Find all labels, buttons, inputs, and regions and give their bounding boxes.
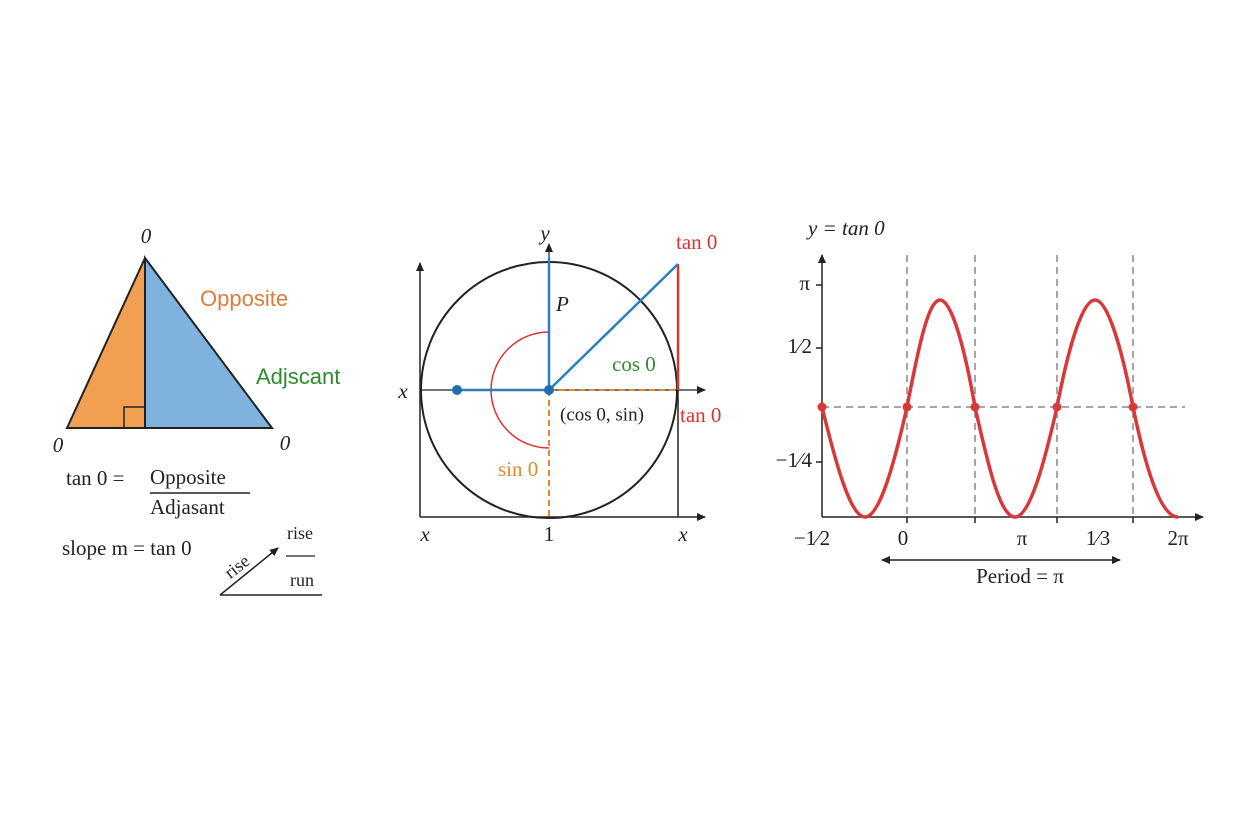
cos-label: cos 0 — [612, 352, 656, 376]
rise-label: rise — [220, 551, 253, 583]
axis-label: 1 — [544, 522, 555, 546]
axis-label: x — [419, 522, 430, 546]
period-label: Period = π — [976, 564, 1064, 588]
vertex-label: 0 — [280, 431, 291, 455]
slope-arrow — [219, 547, 279, 596]
formula-lhs: tan 0 = — [66, 466, 125, 490]
fraction-top: rise — [287, 523, 313, 543]
slope-formula: slope m = tan 0 — [62, 536, 192, 560]
point — [452, 385, 462, 395]
asymptotes — [822, 255, 1185, 517]
formula-numerator: Opposite — [150, 465, 226, 489]
adjacent-region — [144, 254, 274, 429]
graph-title: y = tan 0 — [806, 216, 885, 240]
radius — [548, 263, 679, 391]
point — [817, 402, 827, 412]
vertex-label: 0 — [53, 433, 64, 457]
y-label: π — [799, 271, 810, 295]
opposite-label: Opposite — [200, 286, 288, 311]
point — [1052, 402, 1062, 412]
x-label: π — [1017, 526, 1028, 550]
graph-panel: y = tan 0 π 1⁄2 −1⁄4 −1⁄2 0 π 1⁄3 2π Per… — [776, 216, 1204, 588]
formula-denominator: Adjasant — [150, 495, 225, 519]
x-label: 2π — [1167, 526, 1189, 550]
axis-label: x — [397, 379, 408, 403]
axis-label: x — [677, 522, 688, 546]
point — [970, 402, 980, 412]
x-label: −1⁄2 — [794, 526, 830, 550]
x-label: 1⁄3 — [1086, 526, 1111, 550]
right-angle — [123, 406, 146, 429]
adjacent-label: Adjscant — [256, 364, 340, 389]
sin-label: sin 0 — [498, 457, 538, 481]
fraction-bottom: run — [290, 570, 314, 590]
vertex-label: 0 — [141, 224, 152, 248]
point-label: P — [555, 292, 569, 316]
y-label: −1⁄4 — [776, 448, 813, 472]
x-label: 0 — [898, 526, 909, 550]
opposite-region — [65, 257, 146, 429]
tan-label: tan 0 — [676, 230, 717, 254]
unit-circle-panel: y tan 0 P cos 0 x (cos 0, sin) tan 0 sin… — [397, 221, 721, 546]
origin — [544, 385, 554, 395]
points — [817, 402, 1138, 412]
tan-label: tan 0 — [680, 403, 721, 427]
coords-label: (cos 0, sin) — [560, 404, 644, 425]
curve — [820, 298, 1179, 519]
ticks — [816, 284, 1134, 523]
point — [902, 402, 912, 412]
point — [1128, 402, 1138, 412]
triangle-panel: 0 Opposite Adjscant 0 0 tan 0 = Opposite… — [53, 224, 340, 596]
axis-label: y — [538, 221, 550, 245]
y-label: 1⁄2 — [787, 334, 812, 358]
